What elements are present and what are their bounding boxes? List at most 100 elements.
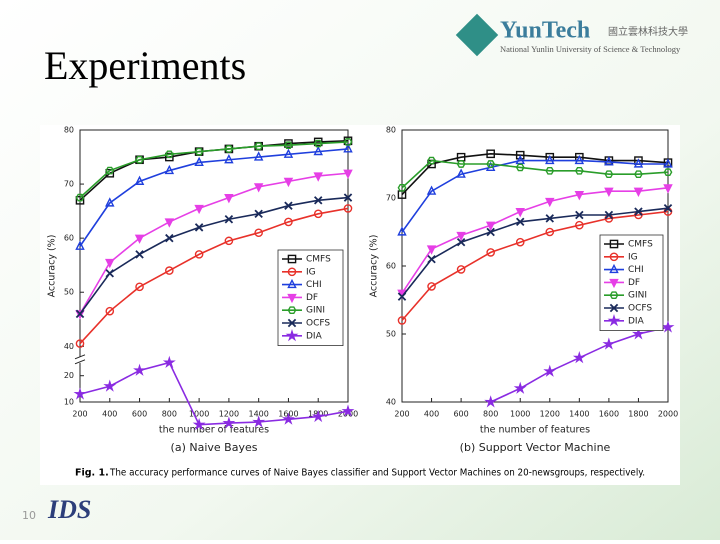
marker	[575, 210, 584, 220]
y-tick-label: 70	[64, 180, 74, 189]
legend-marker	[287, 267, 297, 277]
marker	[486, 149, 495, 159]
marker	[194, 204, 204, 215]
marker	[486, 248, 495, 257]
x-tick-label: 1400	[248, 410, 268, 419]
marker	[194, 156, 204, 167]
y-tick-label: 10	[64, 398, 74, 407]
marker	[224, 153, 234, 164]
x-tick-label: 2000	[338, 410, 358, 419]
legend-label: CMFS	[306, 255, 331, 265]
legend-marker	[607, 314, 621, 327]
legend-marker	[609, 291, 619, 300]
marker	[254, 142, 264, 151]
marker	[253, 183, 264, 193]
marker	[513, 381, 527, 394]
series-line	[79, 141, 349, 199]
x-tick-label: 1200	[540, 410, 560, 419]
marker	[343, 193, 353, 202]
axis-break-gap	[75, 356, 85, 363]
marker	[427, 282, 436, 291]
marker	[545, 214, 555, 223]
page-number: 10	[22, 509, 36, 522]
legend-marker	[609, 263, 619, 274]
marker	[663, 158, 673, 168]
marker	[281, 412, 295, 425]
series-line	[401, 159, 669, 189]
marker	[313, 137, 323, 147]
marker	[456, 265, 466, 274]
series-line	[79, 361, 349, 426]
marker	[574, 191, 585, 201]
legend-label: OCFS	[628, 304, 652, 314]
x-tick-label: 200	[394, 410, 409, 419]
marker	[254, 228, 263, 238]
marker	[575, 220, 584, 230]
y-tick-label: 20	[64, 371, 74, 380]
y-axis-label: Accuracy (%)	[369, 235, 380, 298]
marker	[284, 201, 293, 210]
marker	[515, 208, 525, 218]
marker	[75, 240, 85, 250]
chart: 200 400 600 800 1000 1200 1400 1600 1800 2000 40 50…	[369, 126, 679, 455]
y-tick-label: 50	[64, 288, 74, 297]
x-tick-label: 600	[453, 410, 468, 419]
marker	[397, 183, 407, 192]
legend-marker	[287, 254, 297, 264]
y-tick-label: 60	[386, 262, 396, 271]
marker	[426, 185, 437, 195]
marker	[165, 152, 174, 162]
x-tick-label: 1000	[189, 410, 209, 419]
marker	[515, 163, 525, 172]
figure-area	[40, 125, 680, 485]
marker	[105, 306, 115, 316]
legend-label: IG	[306, 267, 316, 277]
marker	[105, 269, 115, 278]
series-line	[79, 148, 349, 247]
x-axis-label: the number of features	[480, 425, 590, 436]
legend-marker	[609, 239, 619, 249]
marker	[135, 250, 144, 259]
logo-subtitle: National Yunlin University of Science & …	[500, 44, 681, 54]
legend-label: CHI	[628, 265, 644, 275]
x-tick-label: 800	[483, 410, 498, 419]
marker	[133, 363, 147, 376]
x-tick-label: 600	[132, 410, 147, 419]
marker	[604, 156, 614, 166]
series-line	[401, 210, 669, 321]
marker	[75, 309, 85, 319]
marker	[311, 409, 325, 423]
marker	[574, 166, 584, 175]
x-tick-label: 200	[72, 410, 87, 419]
marker	[105, 197, 115, 207]
logo-chinese: 國立雲林科技大學	[608, 25, 688, 38]
marker	[427, 254, 436, 264]
marker	[284, 217, 293, 227]
legend-label: DIA	[628, 316, 645, 326]
slide-title: Experiments	[44, 43, 246, 88]
legend-marker	[609, 278, 619, 289]
x-axis-label: the number of features	[159, 425, 269, 436]
marker	[486, 160, 496, 168]
marker	[164, 150, 174, 159]
subtitle: (a) Naive Bayes	[171, 441, 258, 454]
y-tick-label: 70	[386, 194, 396, 203]
marker	[224, 236, 234, 246]
marker	[105, 166, 115, 175]
marker	[224, 145, 234, 153]
caption-label: Fig. 1.	[75, 468, 109, 479]
marker	[663, 203, 673, 213]
marker	[663, 184, 673, 194]
marker	[75, 193, 85, 202]
logo-name: YunTech	[500, 18, 590, 44]
marker	[283, 148, 294, 158]
marker	[486, 227, 495, 237]
legend-label: DIA	[306, 331, 323, 341]
marker	[604, 210, 614, 220]
y-tick-label: 40	[386, 398, 396, 407]
legend-label: GINI	[628, 291, 647, 301]
axis-break	[74, 354, 86, 365]
marker	[253, 151, 264, 161]
legend-label: DF	[306, 293, 318, 303]
